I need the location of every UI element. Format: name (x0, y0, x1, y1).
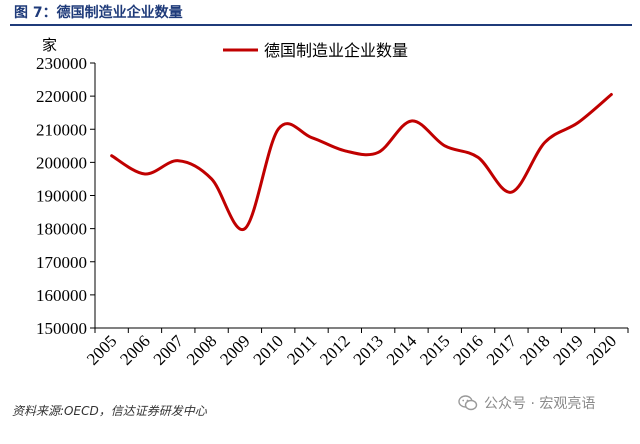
x-tick-label: 2010 (250, 331, 287, 368)
x-tick-label: 2020 (583, 331, 620, 368)
x-tick-label: 2007 (150, 331, 188, 369)
y-tick-label: 220000 (36, 87, 87, 106)
y-tick-label: 180000 (36, 220, 87, 239)
y-tick-label: 230000 (36, 54, 87, 73)
title-divider (10, 24, 632, 26)
wechat-icon (458, 395, 478, 411)
x-tick-label: 2018 (516, 331, 553, 368)
y-tick-label: 190000 (36, 187, 87, 206)
x-tick-label: 2008 (183, 331, 220, 368)
x-tick-label: 2014 (383, 331, 421, 369)
legend-label: 德国制造业企业数量 (264, 41, 408, 60)
x-tick-label: 2016 (449, 331, 486, 368)
x-tick-label: 2015 (416, 331, 453, 368)
y-tick-label: 170000 (36, 253, 87, 272)
x-tick-label: 2012 (316, 331, 353, 368)
x-tick-label: 2017 (483, 331, 521, 369)
y-axis-unit-label: 家 (42, 36, 57, 54)
y-tick-label: 200000 (36, 153, 87, 172)
figure-title: 图 7：德国制造业企业数量 (14, 5, 183, 21)
y-tick-label: 210000 (36, 120, 87, 139)
x-tick-label: 2011 (283, 331, 320, 368)
y-tick-label: 150000 (36, 319, 87, 338)
series-line (110, 92, 613, 231)
watermark-text: 公众号 · 宏观亮语 (484, 396, 596, 412)
x-tick-label: 2006 (116, 331, 153, 368)
x-tick-label: 2009 (216, 331, 253, 368)
x-tick-label: 2019 (549, 331, 586, 368)
watermark: 公众号 · 宏观亮语 (458, 393, 595, 413)
source-note: 资料来源:OECD，信达证券研发中心 (12, 404, 207, 418)
x-tick-label: 2013 (350, 331, 387, 368)
y-tick-label: 160000 (36, 286, 87, 305)
x-tick-label: 2005 (83, 331, 120, 368)
